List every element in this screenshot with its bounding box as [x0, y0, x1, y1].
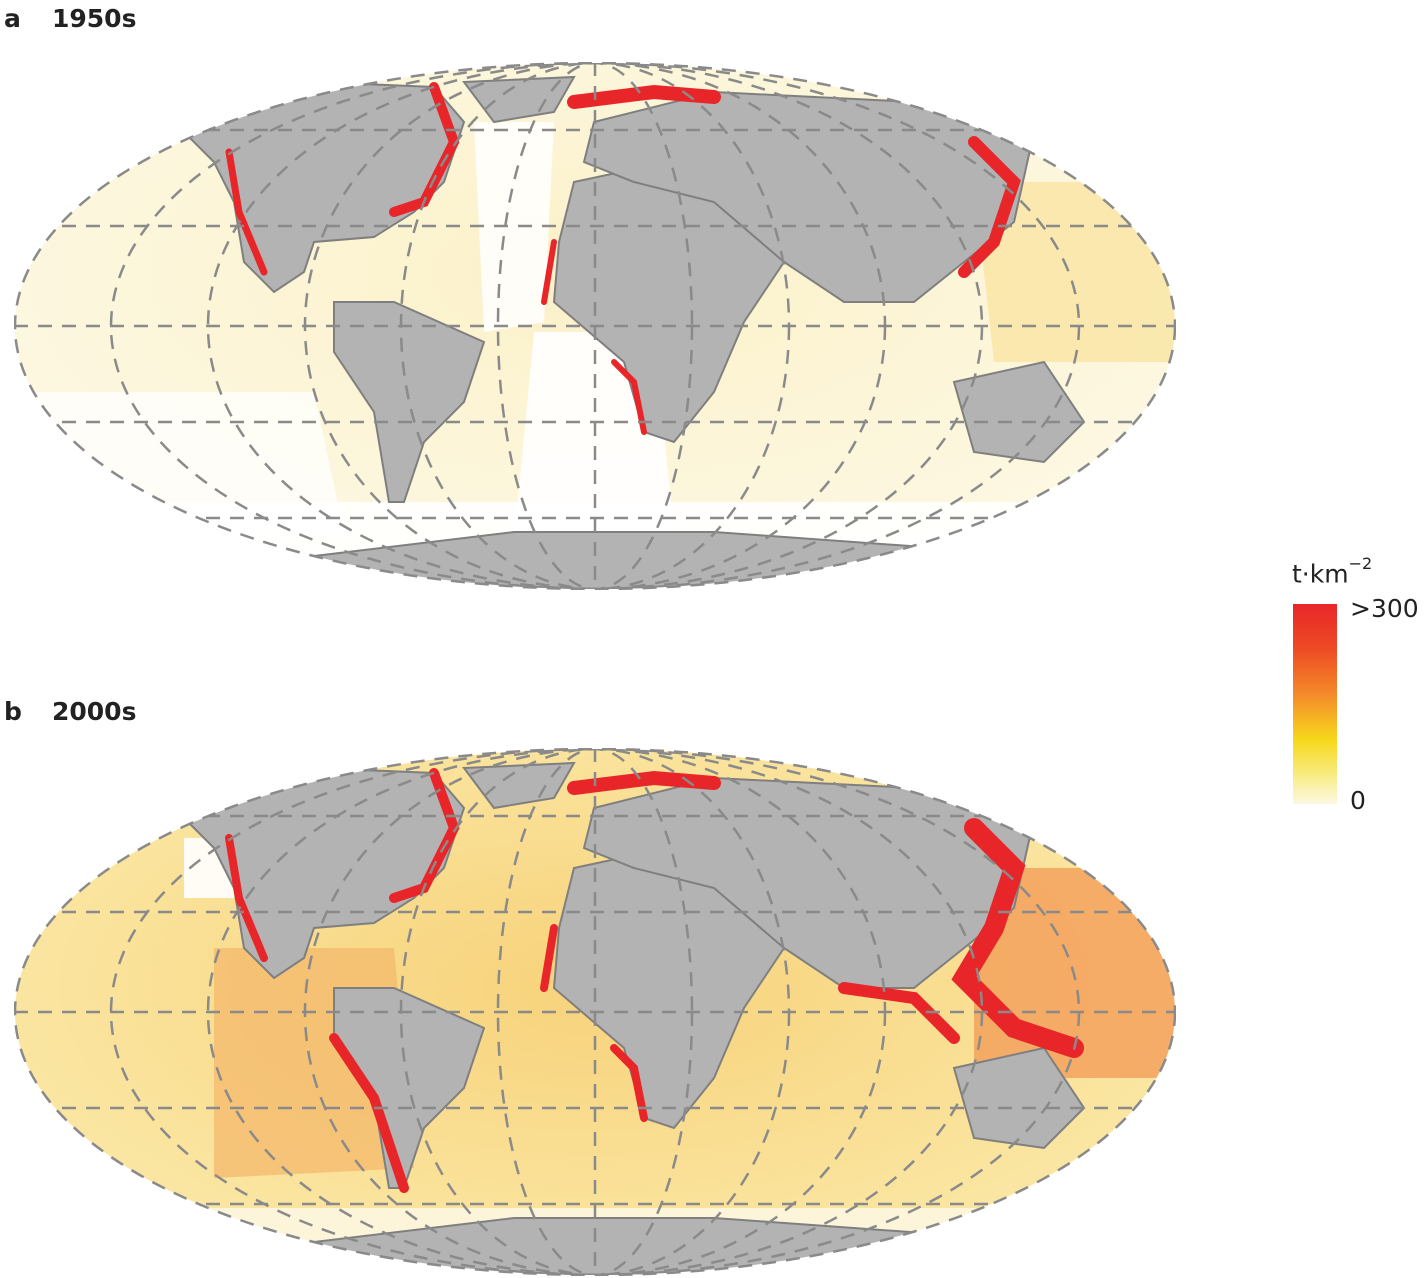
legend-unit: t·km: [1292, 559, 1349, 589]
north-east-pacific-hotspot: [225, 148, 268, 276]
greenland: [462, 761, 576, 810]
north-atlantic-pale-zone: [474, 122, 554, 332]
north-west-pacific-hotspot: [958, 136, 1021, 278]
australia: [952, 360, 1086, 464]
legend-min-label: 0: [1350, 786, 1366, 815]
north-sea-hotspot: [567, 84, 721, 109]
north-west-pacific-hotspot: [951, 818, 1084, 1058]
legend-title: t·km−2: [1292, 554, 1372, 589]
map-outline: [14, 62, 1176, 590]
benguela-hotspot: [610, 1044, 648, 1122]
legend-max-label: >300: [1350, 594, 1419, 623]
canary-hotspot: [541, 239, 557, 305]
high-catch-coasts: [225, 768, 1084, 1193]
legend-unit-exponent: −2: [1348, 554, 1373, 573]
greenland: [462, 75, 576, 124]
legend-color-bar: [1293, 604, 1337, 804]
humboldt-hotspot: [329, 1033, 409, 1193]
map-outline: [14, 748, 1176, 1276]
graticule: [15, 63, 1175, 589]
world-map-2000s: [14, 748, 1176, 1276]
benguela-hotspot: [611, 359, 647, 435]
north-west-atlantic-hotspot: [389, 768, 460, 903]
high-catch-coasts: [225, 82, 1021, 435]
australia: [952, 1046, 1086, 1150]
canary-hotspot: [540, 924, 558, 992]
panel-a-title: 1950s: [52, 4, 137, 33]
panel-b-title: 2000s: [52, 697, 137, 726]
world-map-1950s: [14, 62, 1176, 590]
north-sea-hotspot: [567, 770, 721, 795]
panel-b-letter: b: [4, 697, 22, 726]
north-west-atlantic-hotspot: [389, 82, 460, 217]
north-east-pacific-hotspot: [225, 834, 268, 962]
south-east-asia-hotspot: [838, 982, 960, 1044]
panel-a-letter: a: [4, 4, 21, 33]
south-america: [333, 301, 486, 503]
